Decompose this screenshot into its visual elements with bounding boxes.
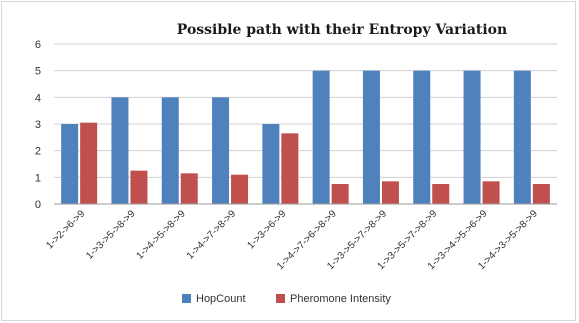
hopcount-bar: [413, 70, 431, 205]
x-category-label: 1->3->6->9: [246, 208, 289, 251]
hopcount-bar: [262, 124, 280, 204]
x-axis-category-labels: 1->2->6->91->3->5->8->91->4->5->8->91->4…: [44, 208, 540, 272]
y-tick-label: 6: [35, 39, 41, 51]
hopcount-bar: [161, 97, 179, 204]
y-axis-tick-labels: 0 1 2 3 4 5 6: [35, 39, 41, 211]
legend: HopCount Pheromone Intensity: [182, 293, 391, 305]
x-category-label: 1->3->5->8->9: [84, 208, 138, 262]
pheromone-bar: [331, 184, 349, 204]
y-tick-label: 4: [35, 92, 41, 104]
pheromone-bar: [281, 133, 299, 204]
chart-title: Possible path with their Entropy Variati…: [177, 22, 507, 38]
gridlines: [54, 43, 557, 178]
y-tick-label: 0: [35, 199, 41, 211]
hopcount-bar: [513, 70, 531, 205]
pheromone-bar: [482, 181, 500, 204]
pheromone-bar: [231, 174, 249, 204]
y-tick-label: 3: [35, 119, 41, 131]
y-tick-label: 2: [35, 146, 41, 158]
bars: [61, 70, 550, 205]
legend-swatch-pheromone: [276, 294, 285, 303]
hopcount-bar: [362, 70, 380, 205]
hopcount-bar: [212, 97, 230, 204]
pheromone-bar: [532, 184, 550, 204]
x-category-label: 1->4->5->8->9: [134, 208, 188, 262]
y-tick-label: 1: [35, 172, 41, 184]
legend-label-hopcount: HopCount: [196, 293, 246, 305]
pheromone-bar: [130, 170, 148, 204]
legend-swatch-hopcount: [182, 294, 191, 303]
pheromone-bar: [381, 181, 399, 204]
x-category-label: 1->2->6->9: [44, 208, 87, 251]
hopcount-bar: [463, 70, 481, 205]
hopcount-bar: [111, 97, 129, 204]
hopcount-bar: [312, 70, 330, 205]
y-tick-label: 5: [35, 66, 41, 78]
hopcount-bar: [61, 124, 79, 204]
x-category-label: 1->4->7->8->9: [185, 208, 239, 262]
pheromone-bar: [180, 173, 198, 204]
pheromone-bar: [432, 184, 450, 204]
pheromone-bar: [80, 122, 98, 204]
legend-label-pheromone: Pheromone Intensity: [290, 293, 391, 305]
